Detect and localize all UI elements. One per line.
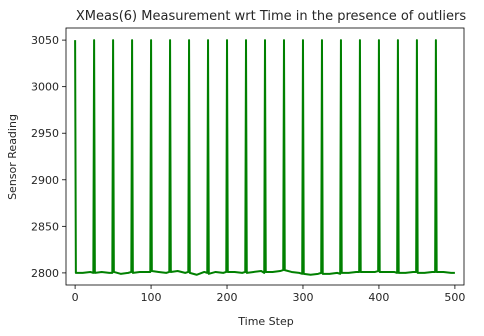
y-axis-title: Sensor Reading <box>6 114 19 200</box>
y-tick-label: 3050 <box>31 34 59 47</box>
plot-frame <box>65 27 465 286</box>
x-tick-label: 500 <box>444 291 465 304</box>
y-tick-label: 2850 <box>31 220 59 233</box>
series-line-1 <box>74 39 455 276</box>
x-tick-label: 300 <box>292 291 313 304</box>
x-axis-title: Time Step <box>237 315 293 328</box>
x-tick-label: 200 <box>217 291 238 304</box>
x-tick-label: 0 <box>72 291 79 304</box>
plot-area: 0 100 200 300 400 500 2800 2850 2900 2950 3000 3050 <box>31 27 465 304</box>
y-tick-label: 2900 <box>31 174 59 187</box>
chart-title: XMeas(6) Measurement wrt Time in the pre… <box>76 9 467 24</box>
y-tick-label: 3000 <box>31 81 59 94</box>
y-tick-label: 2800 <box>31 267 59 280</box>
y-tick-label: 2950 <box>31 127 59 140</box>
x-tick-label: 400 <box>368 291 389 304</box>
x-tick-label: 100 <box>141 291 162 304</box>
